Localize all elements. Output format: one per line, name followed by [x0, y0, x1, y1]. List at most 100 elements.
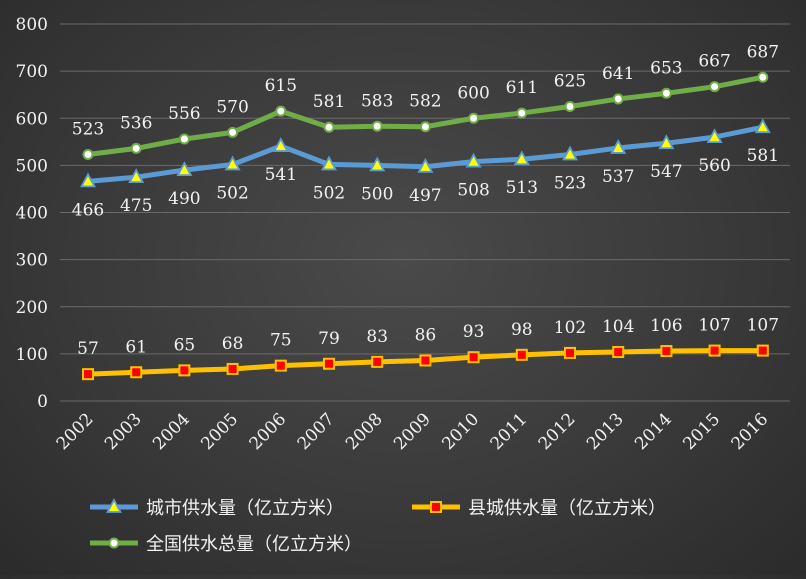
data-label: 687	[747, 42, 779, 62]
data-point-marker	[320, 155, 338, 171]
legend-marker	[105, 498, 123, 513]
data-point-marker	[612, 93, 624, 105]
data-point-marker	[561, 145, 579, 161]
y-tick-label: 300	[16, 251, 48, 271]
data-label: 104	[602, 317, 634, 337]
data-label: 536	[120, 113, 152, 133]
data-point-marker	[178, 364, 191, 377]
data-label: 86	[415, 325, 437, 345]
data-point-marker	[176, 161, 193, 176]
data-label: 502	[313, 183, 345, 203]
data-label: 107	[698, 316, 730, 336]
data-point-marker	[371, 120, 383, 132]
x-tick-label: 2008	[342, 409, 387, 454]
data-point-marker	[419, 121, 431, 133]
x-tick-label: 2013	[583, 409, 628, 454]
data-point-marker	[371, 355, 384, 368]
data-label: 523	[554, 174, 586, 194]
y-tick-label: 200	[16, 298, 48, 318]
x-tick-label: 2016	[728, 409, 773, 454]
data-label: 106	[650, 316, 682, 336]
data-label: 508	[457, 181, 489, 201]
legend-marker	[108, 537, 120, 549]
x-tick-label: 2010	[438, 409, 483, 454]
data-label: 582	[409, 92, 441, 112]
data-point-marker	[756, 344, 769, 357]
y-axis-ticks: 0 100 200 300 400 500 600 700 800	[16, 15, 48, 412]
data-point-marker	[79, 172, 97, 188]
data-point-marker	[708, 344, 721, 357]
legend-item: 城市供水量（亿立方米）	[90, 498, 344, 519]
data-point-marker	[226, 362, 239, 375]
x-tick-label: 2004	[149, 409, 194, 454]
data-label: 560	[698, 156, 730, 176]
data-label: 75	[270, 331, 292, 351]
data-label: 653	[650, 58, 682, 78]
data-point-marker	[419, 354, 432, 367]
data-label: 65	[174, 335, 196, 355]
data-label: 79	[318, 329, 340, 349]
x-tick-label: 2003	[101, 409, 146, 454]
data-label: 475	[120, 196, 152, 216]
data-point-marker	[323, 357, 335, 370]
data-point-marker	[513, 150, 530, 166]
data-point-marker	[323, 121, 335, 133]
data-label: 581	[313, 92, 345, 112]
data-point-marker	[754, 118, 771, 134]
data-label: 547	[650, 162, 682, 182]
data-label: 600	[457, 83, 489, 103]
data-label: 500	[361, 184, 393, 204]
data-point-marker	[272, 137, 289, 152]
data-point-marker	[227, 126, 239, 138]
data-label: 641	[602, 64, 634, 84]
data-point-marker	[709, 81, 721, 93]
data-label: 611	[506, 78, 538, 98]
legend-label: 城市供水量（亿立方米）	[146, 498, 344, 519]
legend-marker	[430, 501, 442, 513]
data-label: 68	[222, 334, 244, 354]
data-point-marker	[467, 351, 480, 364]
data-point-marker	[274, 359, 287, 372]
x-tick-label: 2002	[53, 409, 98, 454]
data-point-marker	[516, 107, 528, 119]
data-label: 581	[747, 146, 779, 166]
data-point-marker	[275, 105, 287, 117]
data-point-marker	[468, 112, 480, 124]
data-point-marker	[660, 345, 673, 358]
data-label: 61	[125, 337, 147, 357]
data-label: 57	[77, 339, 99, 359]
data-label: 502	[216, 183, 248, 203]
data-label: 98	[511, 320, 533, 340]
y-tick-label: 600	[16, 109, 48, 129]
data-labels: 466 475 490 502 541 502 500 497 508 513 523 537 547 5…	[72, 42, 779, 359]
data-label: 490	[168, 189, 200, 209]
data-point-marker	[224, 155, 241, 171]
data-label: 523	[72, 120, 104, 140]
y-tick-label: 800	[16, 15, 48, 35]
y-tick-label: 0	[37, 392, 48, 412]
legend-label: 全国供水总量（亿立方米）	[146, 534, 362, 555]
data-point-marker	[564, 346, 576, 359]
data-point-marker	[610, 139, 627, 154]
data-label: 102	[554, 318, 586, 338]
data-point-marker	[465, 152, 482, 168]
x-tick-label: 2007	[294, 409, 339, 454]
legend-item: 全国供水总量（亿立方米）	[90, 534, 362, 555]
x-tick-label: 2006	[246, 409, 291, 454]
data-label: 537	[602, 167, 634, 187]
series-markers	[79, 71, 771, 381]
data-point-marker	[660, 87, 672, 99]
x-tick-label: 2009	[390, 409, 435, 454]
data-point-marker	[130, 366, 143, 379]
data-point-marker	[369, 156, 386, 172]
data-label: 93	[463, 322, 485, 342]
data-label: 513	[506, 178, 538, 198]
data-point-marker	[612, 345, 625, 358]
legend: 城市供水量（亿立方米） 县城供水量（亿立方米） 全国供水总量（亿立方米）	[90, 498, 666, 555]
data-label: 466	[72, 200, 104, 220]
x-axis-ticks: 2002 2003 2004 2005 2006 2007 2008 2009 2010 2011…	[53, 409, 773, 454]
legend-label: 县城供水量（亿立方米）	[468, 498, 666, 519]
x-tick-label: 2005	[197, 409, 242, 454]
x-tick-label: 2014	[631, 409, 676, 454]
